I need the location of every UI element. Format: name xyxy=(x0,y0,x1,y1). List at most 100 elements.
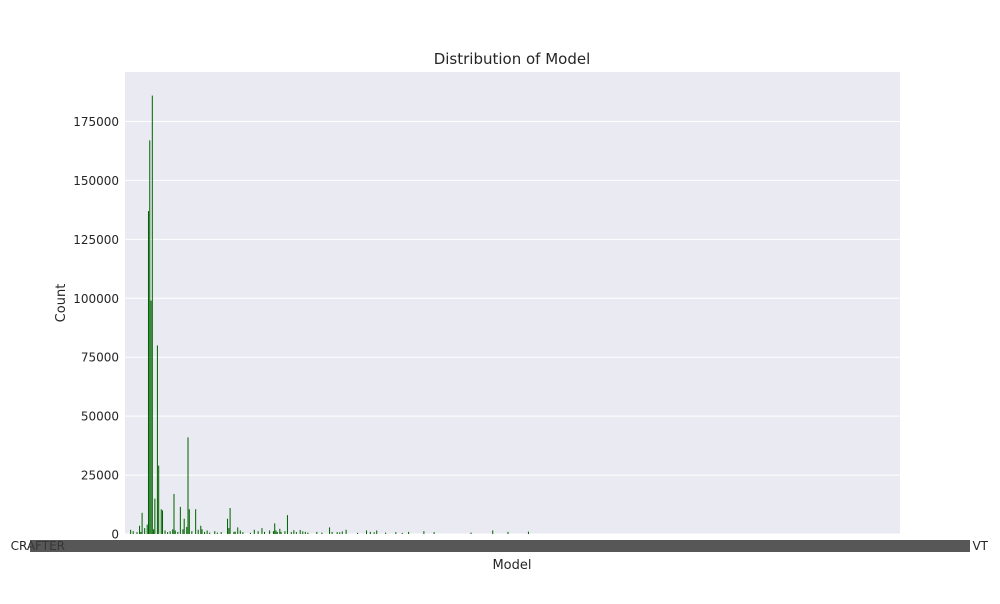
bar xyxy=(339,532,341,534)
bar xyxy=(253,529,255,534)
y-tick-label: 125000 xyxy=(73,233,119,247)
bar xyxy=(187,437,189,534)
bar xyxy=(321,532,323,534)
bar xyxy=(357,532,359,534)
bar xyxy=(307,532,309,534)
bar xyxy=(227,518,229,534)
x-axis-label: Model xyxy=(492,558,531,573)
bar xyxy=(216,532,218,534)
x-tick-label-last: VT xyxy=(972,539,988,553)
bar xyxy=(423,531,425,534)
bar xyxy=(401,532,403,534)
x-tick-labels: CRAFTERVT xyxy=(11,539,989,553)
bar xyxy=(206,530,208,534)
bar xyxy=(146,524,148,534)
y-tick-label: 50000 xyxy=(81,410,119,424)
bar xyxy=(186,526,188,534)
bar xyxy=(169,531,171,534)
bar xyxy=(527,531,529,534)
bar xyxy=(140,531,142,534)
bar xyxy=(507,531,509,534)
bar xyxy=(261,528,263,534)
bar xyxy=(293,530,295,534)
bar xyxy=(136,532,138,534)
bar xyxy=(141,512,143,534)
bar xyxy=(295,532,297,534)
bar xyxy=(264,531,266,534)
bar xyxy=(373,532,375,534)
bar xyxy=(147,211,149,534)
bar xyxy=(188,509,190,534)
bar xyxy=(299,529,301,534)
chart-title: Distribution of Model xyxy=(434,50,591,68)
bar xyxy=(279,528,281,534)
bar xyxy=(160,509,162,534)
bar xyxy=(164,530,166,534)
plot-background xyxy=(125,72,900,534)
bar xyxy=(204,531,206,534)
bar xyxy=(144,528,146,534)
grid-lines xyxy=(125,121,900,535)
bar xyxy=(336,532,338,534)
bar xyxy=(229,508,231,534)
bar xyxy=(151,95,153,534)
bar xyxy=(492,530,494,534)
bar xyxy=(183,518,185,534)
bar xyxy=(242,532,244,534)
bar xyxy=(154,498,156,534)
bar xyxy=(197,529,199,534)
bar xyxy=(286,515,288,534)
bar xyxy=(257,531,259,534)
y-axis-label: Count xyxy=(54,284,69,323)
bar xyxy=(276,531,278,534)
bar xyxy=(269,530,271,534)
bar xyxy=(195,509,197,534)
y-tick-label: 150000 xyxy=(73,174,119,188)
bars xyxy=(130,95,529,535)
bar xyxy=(139,525,141,534)
bar xyxy=(182,529,184,534)
y-tick-label: 0 xyxy=(111,528,119,542)
bar xyxy=(331,531,333,534)
x-tick-label-strip xyxy=(30,540,970,552)
bar xyxy=(149,140,151,535)
bar xyxy=(179,506,181,534)
bar xyxy=(233,531,235,534)
bar xyxy=(395,532,397,534)
bar xyxy=(156,345,158,534)
bar xyxy=(191,531,193,534)
y-tick-label: 25000 xyxy=(81,469,119,483)
bar xyxy=(366,530,368,534)
bar xyxy=(172,529,174,534)
bar xyxy=(280,531,282,534)
bar xyxy=(220,532,222,534)
y-tick-label: 175000 xyxy=(73,115,119,129)
y-tick-label: 100000 xyxy=(73,292,119,306)
bar xyxy=(376,530,378,534)
bar xyxy=(209,532,211,534)
y-tick-label: 75000 xyxy=(81,351,119,365)
bar xyxy=(369,531,371,534)
bar xyxy=(214,531,216,534)
bar xyxy=(284,531,286,534)
bar xyxy=(200,525,202,534)
bar xyxy=(150,300,152,534)
bar xyxy=(274,523,276,534)
bar xyxy=(132,531,134,534)
bar xyxy=(341,531,343,534)
bar xyxy=(408,531,410,534)
bar xyxy=(162,510,164,534)
bar xyxy=(167,532,169,534)
bar xyxy=(130,529,132,534)
bar xyxy=(316,531,318,534)
bar xyxy=(153,529,155,534)
bar xyxy=(275,530,277,534)
bar xyxy=(201,529,203,534)
bar xyxy=(433,532,435,534)
bar xyxy=(385,532,387,534)
bar xyxy=(239,530,241,534)
bar xyxy=(272,531,274,534)
bar xyxy=(158,465,160,534)
bar xyxy=(304,531,306,534)
